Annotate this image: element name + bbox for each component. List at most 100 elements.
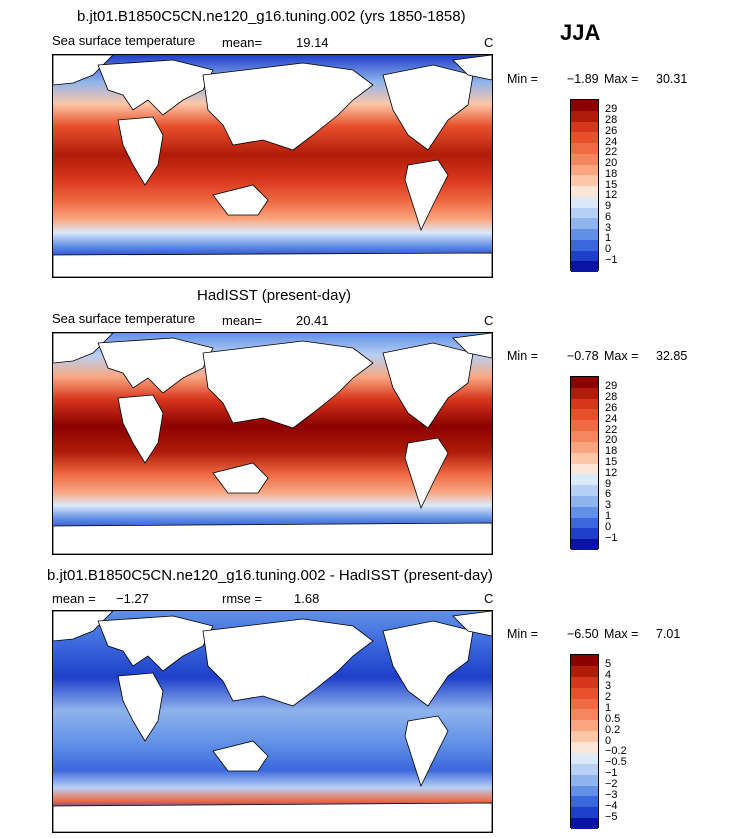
colorbar-swatch — [571, 110, 598, 122]
colorbar-swatch — [571, 250, 598, 262]
colorbar-swatch — [571, 387, 598, 399]
colorbar-swatch — [571, 785, 598, 797]
colorbar-tick-label: 9 — [605, 477, 612, 490]
colorbar-tick-label: −1 — [605, 253, 618, 266]
colorbar-tick-label: 1 — [605, 510, 612, 523]
panel1-min-value: −1.89 — [567, 72, 599, 86]
colorbar-swatch — [571, 398, 598, 410]
colorbar-tick-label: 20 — [605, 434, 618, 447]
colorbar-tick-label: 12 — [605, 189, 618, 202]
colorbar-swatch — [571, 731, 598, 742]
colorbar-tick-label: 4 — [605, 669, 612, 682]
colorbar-tick-label: 1 — [605, 701, 612, 714]
colorbar-swatch — [571, 207, 598, 219]
colorbar-swatch — [571, 420, 598, 432]
colorbar-swatch — [571, 196, 598, 208]
colorbar-swatch — [571, 229, 598, 240]
colorbar-tick-label: 0.2 — [605, 723, 621, 736]
colorbar-tick-label: 9 — [605, 200, 612, 212]
panel2-min-label: Min = — [507, 349, 538, 363]
panel1-colorbar — [570, 99, 599, 272]
colorbar-swatch — [571, 665, 598, 677]
colorbar-swatch — [571, 218, 598, 229]
panel3-mean-label: mean = — [52, 591, 96, 606]
colorbar-swatch — [571, 409, 598, 421]
panel2-colorbar — [570, 376, 599, 550]
colorbar-swatch — [571, 377, 598, 388]
colorbar-tick-label: 20 — [605, 157, 618, 169]
colorbar-tick-label: 0 — [605, 520, 612, 533]
colorbar-swatch — [571, 100, 598, 111]
colorbar-tick-label: 22 — [605, 146, 618, 159]
panel3-map-svg — [53, 611, 492, 832]
colorbar-swatch — [571, 495, 598, 507]
panel2-title: HadISST (present-day) — [197, 287, 351, 304]
colorbar-tick-label: −0.2 — [605, 745, 627, 758]
colorbar-tick-label: 0.5 — [605, 712, 621, 725]
panel3-max-label: Max = — [604, 627, 639, 641]
colorbar-tick-label: 1 — [605, 232, 612, 245]
colorbar-tick-label: −1 — [605, 767, 618, 780]
colorbar-tick-label: 15 — [605, 456, 618, 468]
panel1-map — [52, 54, 493, 278]
colorbar-tick-label: 24 — [605, 412, 618, 425]
season-label: JJA — [560, 20, 601, 45]
panel3-units: C — [484, 591, 494, 606]
panel3-mean-value: −1.27 — [116, 591, 149, 606]
panel2-mean-label: mean= — [222, 313, 263, 328]
colorbar-swatch — [571, 528, 598, 540]
panel2-map — [52, 332, 493, 555]
colorbar-swatch — [571, 153, 598, 165]
colorbar-swatch — [571, 676, 598, 688]
colorbar-tick-label: −0.5 — [605, 756, 627, 769]
colorbar-swatch — [571, 687, 598, 699]
colorbar-swatch — [571, 239, 598, 251]
colorbar-swatch — [571, 709, 598, 721]
colorbar-tick-label: 3 — [605, 680, 612, 693]
colorbar-swatch — [571, 655, 598, 666]
colorbar-tick-label: −5 — [605, 810, 618, 823]
panel3-map — [52, 610, 493, 833]
colorbar-swatch — [571, 164, 598, 176]
panel1-land — [53, 55, 492, 277]
colorbar-swatch — [571, 121, 598, 133]
colorbar-swatch — [571, 539, 598, 550]
colorbar-tick-label: 6 — [605, 488, 612, 501]
panel2-units: C — [484, 313, 494, 328]
colorbar-swatch — [571, 175, 598, 186]
colorbar-tick-label: 0 — [605, 734, 612, 747]
panel2-max-label: Max = — [604, 349, 639, 363]
panel3-colorbar — [570, 654, 599, 829]
colorbar-swatch — [571, 752, 598, 764]
colorbar-tick-label: 5 — [605, 658, 612, 671]
colorbar-tick-label: −3 — [605, 788, 618, 801]
colorbar-swatch — [571, 452, 598, 464]
panel3-rmse-label: rmse = — [222, 591, 263, 606]
panel2-mean-value: 20.41 — [296, 313, 329, 328]
colorbar-tick-label: 26 — [605, 401, 618, 414]
colorbar-tick-label: 3 — [605, 499, 612, 512]
colorbar-tick-label: −2 — [605, 778, 618, 790]
panel1-variable: Sea surface temperature — [52, 33, 196, 48]
colorbar-tick-label: 29 — [605, 103, 618, 116]
colorbar-tick-label: 15 — [605, 178, 618, 191]
panel2-variable: Sea surface temperature — [52, 311, 196, 326]
colorbar-swatch — [571, 441, 598, 453]
colorbar-swatch — [571, 807, 598, 819]
panel2-land — [53, 333, 492, 554]
colorbar-tick-label: 6 — [605, 210, 612, 223]
panel1-mean-label: mean= — [222, 35, 263, 50]
colorbar-swatch — [571, 485, 598, 496]
colorbar-tick-label: 28 — [605, 391, 618, 404]
colorbar-tick-label: 12 — [605, 466, 618, 479]
colorbar-swatch — [571, 796, 598, 808]
colorbar-tick-label: −4 — [605, 799, 618, 812]
colorbar-swatch — [571, 506, 598, 518]
colorbar-tick-label: −1 — [605, 531, 618, 544]
colorbar-swatch — [571, 720, 598, 732]
colorbar-swatch — [571, 774, 598, 786]
colorbar-tick-label: 18 — [605, 445, 618, 458]
colorbar-swatch — [571, 186, 598, 197]
colorbar-tick-label: 28 — [605, 114, 618, 126]
panel3-rmse-value: 1.68 — [294, 591, 320, 606]
